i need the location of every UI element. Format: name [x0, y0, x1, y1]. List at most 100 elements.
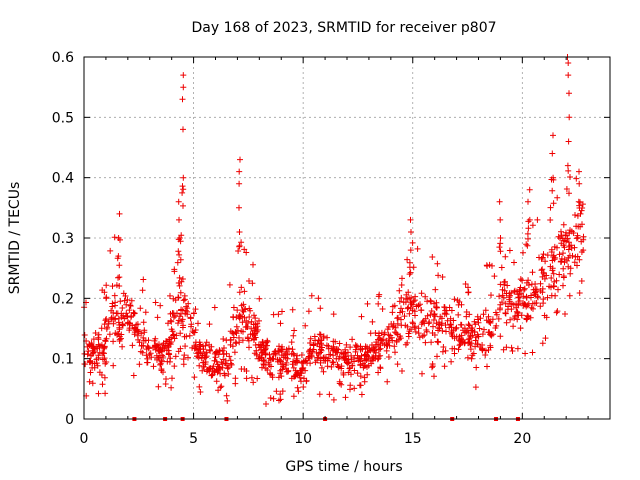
data-point [426, 319, 433, 326]
data-point [186, 332, 193, 339]
data-point [243, 249, 250, 256]
data-point [145, 345, 152, 352]
data-point [457, 341, 464, 348]
data-point [347, 386, 353, 393]
data-point [513, 300, 520, 307]
data-point [228, 361, 235, 368]
data-point [242, 324, 249, 331]
data-point [203, 353, 210, 360]
data-point [254, 375, 261, 382]
data-point [229, 343, 236, 350]
data-point [415, 325, 422, 332]
data-point [560, 221, 567, 228]
data-point [325, 355, 332, 362]
data-point [171, 363, 178, 370]
data-point [576, 256, 583, 263]
data-point [409, 239, 416, 246]
data-point [411, 297, 418, 304]
data-point [147, 350, 154, 357]
data-point [321, 354, 327, 361]
data-point [578, 249, 585, 255]
data-point [566, 190, 572, 197]
data-point [413, 303, 420, 310]
data-point [175, 198, 182, 205]
data-point [534, 293, 541, 300]
data-point [405, 304, 412, 311]
data-point [427, 311, 434, 318]
data-point [358, 391, 365, 398]
data-point [180, 174, 187, 181]
data-point [241, 288, 248, 295]
data-point [523, 315, 530, 322]
data-point [495, 315, 502, 322]
data-point [428, 339, 435, 346]
data-point [212, 354, 219, 361]
data-point [315, 350, 322, 357]
data-point [431, 300, 438, 307]
data-point [167, 341, 174, 348]
data-point [136, 361, 143, 368]
data-point [259, 338, 266, 345]
data-point [103, 335, 110, 342]
data-point [157, 302, 164, 309]
data-point [294, 384, 301, 391]
data-point [250, 379, 257, 386]
data-point [345, 359, 352, 365]
data-point [497, 235, 504, 241]
data-point [422, 293, 429, 300]
data-point [221, 345, 227, 351]
data-point [564, 257, 570, 264]
data-point [143, 352, 150, 359]
data-point [520, 293, 527, 300]
data-point [555, 286, 561, 293]
data-point [476, 325, 483, 332]
data-point [407, 216, 414, 223]
data-point [127, 302, 134, 309]
data-point [432, 286, 439, 293]
data-point [343, 341, 350, 348]
data-point [549, 267, 556, 274]
data-point [236, 242, 243, 249]
data-point [575, 223, 582, 230]
data-point [369, 318, 376, 325]
data-point [464, 354, 471, 361]
data-point [428, 298, 434, 305]
data-point [167, 292, 173, 299]
data-point [528, 292, 534, 299]
data-point [318, 364, 325, 371]
data-point [351, 385, 358, 392]
data-point [119, 321, 126, 328]
data-point [554, 308, 561, 315]
data-point [514, 345, 521, 352]
data-point [436, 321, 443, 328]
data-point [578, 278, 585, 284]
data-point [181, 352, 188, 359]
data-point [101, 374, 108, 381]
x-tick-label: 5 [189, 431, 198, 447]
data-point [435, 339, 442, 346]
data-point [427, 297, 434, 304]
x-axis-label: GPS time / hours [285, 459, 402, 475]
data-point [333, 346, 340, 352]
data-point [260, 343, 267, 349]
data-point [431, 311, 438, 317]
y-tick-label: 0 [65, 412, 74, 428]
data-point [236, 168, 243, 175]
data-point [355, 357, 362, 364]
data-point [458, 332, 465, 339]
data-point [567, 227, 573, 234]
data-point [91, 360, 98, 367]
data-point [397, 309, 403, 316]
data-point [574, 253, 581, 260]
data-point [377, 364, 384, 371]
data-point [90, 336, 97, 343]
data-point [236, 204, 242, 211]
data-point [502, 310, 509, 316]
data-point [235, 248, 242, 254]
data-point [232, 380, 239, 387]
data-point [422, 339, 429, 346]
data-point [96, 369, 103, 376]
data-point [565, 72, 572, 79]
data-point [160, 369, 166, 376]
y-tick-label: 0.1 [52, 352, 74, 368]
